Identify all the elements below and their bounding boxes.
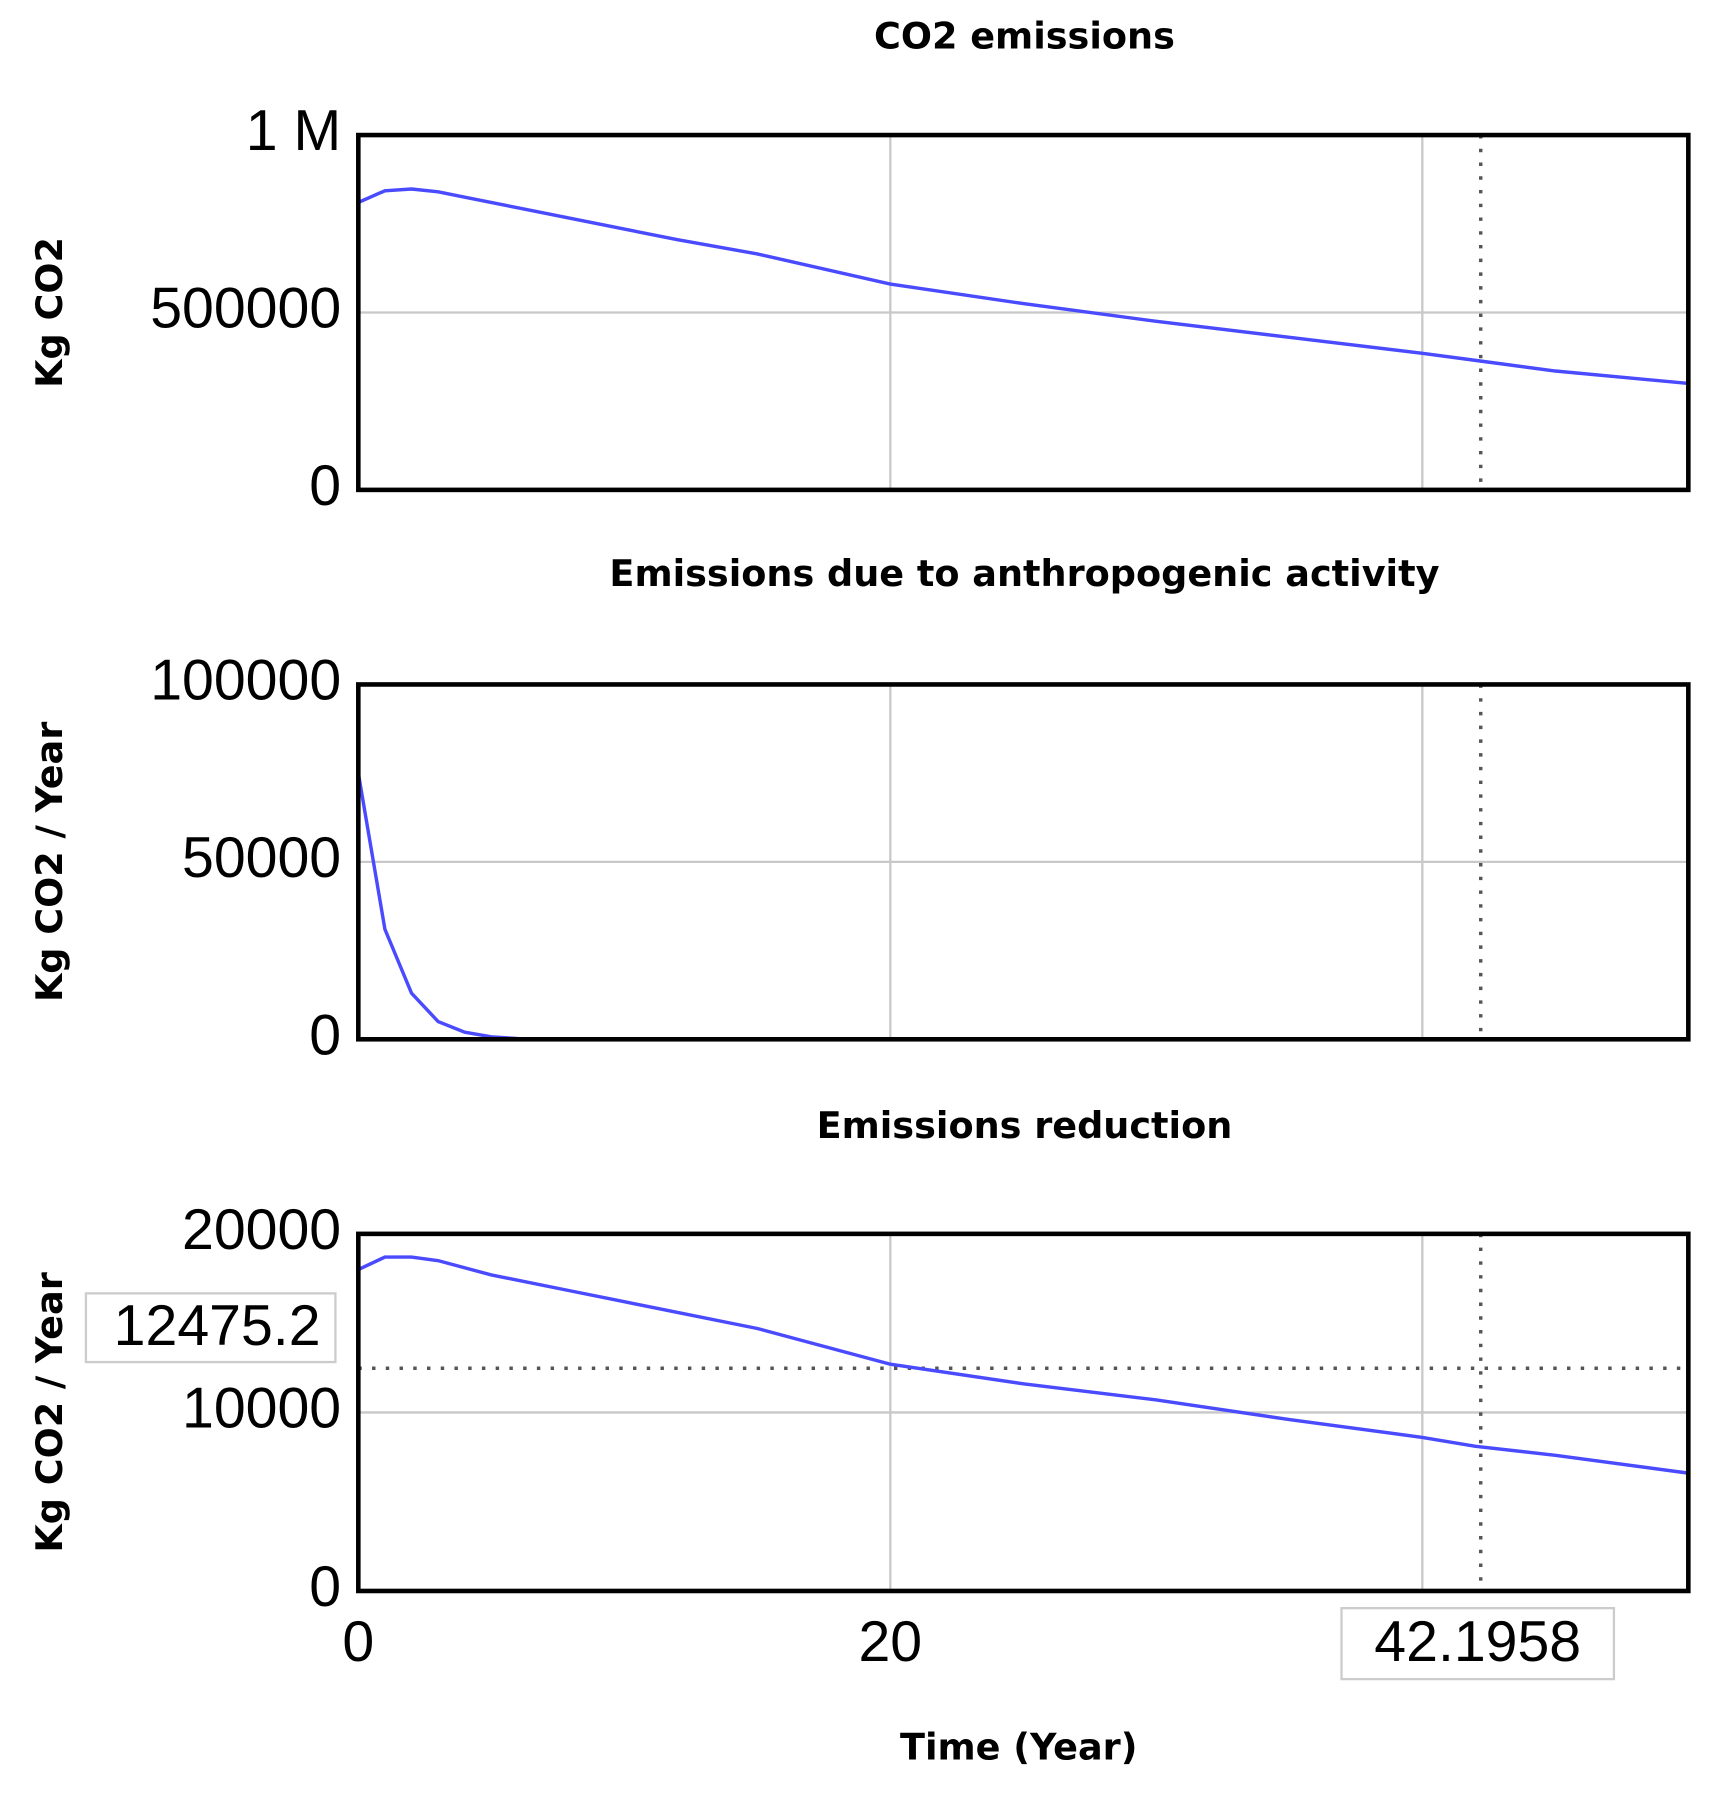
y-tick-label: 500000 [150, 277, 341, 341]
y-tick-label: 0 [309, 454, 341, 518]
y-tick-label: 100000 [150, 649, 341, 713]
cursor-label: 42.1958 [1374, 1610, 1581, 1674]
y-axis-label: Kg CO2 [28, 237, 71, 388]
y-tick-label: 0 [309, 1555, 341, 1619]
cursor-box [1340, 1606, 1616, 1681]
y-tick-label: 1 M [246, 99, 341, 163]
y-tick-label: 10000 [182, 1377, 341, 1441]
y-axis-label: Kg CO2 / Year [28, 1272, 71, 1552]
x-axis-label: Time (Year) [900, 1725, 1137, 1768]
chart-title: Emissions reduction [817, 1104, 1233, 1147]
x-tick-label: 20 [858, 1610, 922, 1674]
x-tick-label: 0 [342, 1610, 374, 1674]
y-axis-label: Kg CO2 / Year [28, 722, 71, 1002]
series-line [357, 1255, 1689, 1475]
plot-frame [356, 1231, 1691, 1594]
chart-title: Emissions due to anthropogenic activity [609, 552, 1439, 595]
chart-title: CO2 emissions [874, 14, 1175, 57]
y-tick-label: 0 [309, 1003, 341, 1067]
plot-frame [356, 682, 1691, 1042]
plot-frame [356, 132, 1691, 493]
cursor-label: 12475.2 [114, 1294, 321, 1358]
y-tick-label: 50000 [182, 826, 341, 890]
series-line [357, 187, 1689, 386]
y-tick-label: 20000 [182, 1198, 341, 1262]
series-line [356, 772, 1689, 1042]
cursor-box [84, 1292, 337, 1364]
